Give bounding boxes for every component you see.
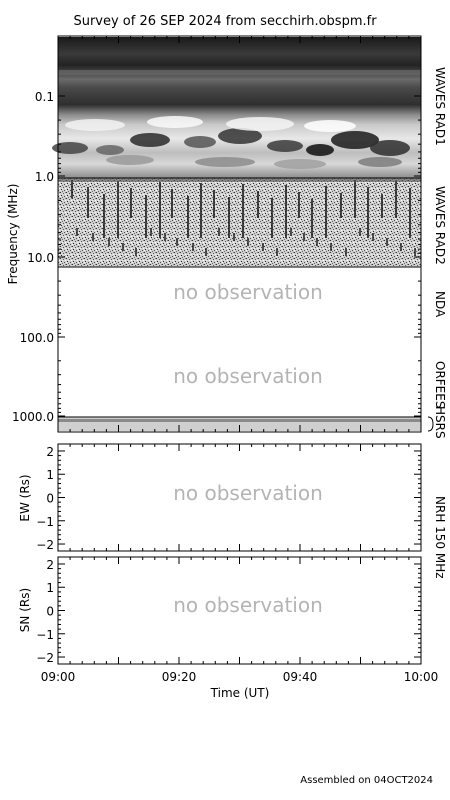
band-label-hsrs: HSRS	[433, 406, 447, 439]
nda-no-observation: no observation	[173, 280, 323, 304]
y-tick-label: 2	[46, 445, 54, 459]
spectrum-y-ticks: 0.1 1.0 10.0 100.0 1000.0	[12, 90, 421, 424]
x-axis-label: Time (UT)	[210, 686, 270, 700]
y-tick-label: −2	[36, 651, 54, 665]
rad2-bursts	[58, 178, 421, 256]
sn-y-ticks: 2 1 0 −1 −2	[36, 558, 421, 665]
y-tick-label: 1	[46, 581, 54, 595]
y-tick-label: 100.0	[20, 331, 54, 345]
y-tick-label: 1	[46, 468, 54, 482]
spectrum-blob	[370, 140, 410, 156]
ew-y-ticks: 2 1 0 −1 −2	[36, 445, 421, 552]
spectrum-blob	[218, 128, 262, 144]
sn-panel: 2 1 0 −1 −2 no observation SN (Rs)	[18, 556, 422, 665]
ew-panel: 2 1 0 −1 −2 no observation EW (Rs)	[18, 443, 422, 552]
y-tick-label: 1000.0	[12, 410, 54, 424]
time-axis-labels: 09:00 09:20 09:40 10:00	[41, 670, 439, 684]
y-tick-label: 2	[46, 558, 54, 572]
sn-y-axis-label: SN (Rs)	[18, 588, 32, 632]
spectrum-blob	[306, 144, 334, 156]
band-label-rad1: WAVES RAD1	[433, 67, 447, 146]
time-axis-ticks	[57, 36, 422, 664]
rad1-blobs	[52, 70, 421, 169]
band-label-orfees: ORFEES	[433, 361, 447, 408]
spectrum-blob	[106, 155, 154, 165]
rad2-spectrum-image	[58, 178, 421, 267]
band-label-rad2: WAVES RAD2	[433, 186, 447, 265]
spectrum-blob	[195, 157, 255, 167]
x-tick-label: 10:00	[404, 670, 439, 684]
spectrum-blob	[130, 133, 170, 147]
hsrs-band-line	[58, 419, 421, 422]
orfees-no-observation: no observation	[173, 364, 323, 388]
y-tick-label: −2	[36, 538, 54, 552]
x-tick-label: 09:20	[162, 670, 197, 684]
y-tick-label: 0.1	[35, 90, 54, 104]
assembled-footer: Assembled on 04OCT2024	[300, 775, 433, 786]
spectrum-blob	[226, 117, 294, 131]
hsrs-bracket	[427, 416, 434, 432]
spectrum-blob	[65, 119, 125, 131]
y-tick-label: −1	[36, 515, 54, 529]
band-label-nda: NDA	[433, 291, 447, 318]
y-tick-label: 0	[46, 605, 54, 619]
x-tick-label: 09:40	[283, 670, 318, 684]
spectrum-blob	[267, 140, 303, 152]
spectrum-y-axis-label: Frequency (MHz)	[6, 184, 20, 285]
ew-y-axis-label: EW (Rs)	[18, 474, 32, 521]
y-tick-label: 1.0	[35, 170, 54, 184]
nrh-label: NRH 150 MHz	[433, 496, 447, 579]
spectrum-panel: 0.1 1.0 10.0 100.0 1000.0 no observation no …	[6, 35, 447, 439]
y-tick-label: 0	[46, 492, 54, 506]
spectrum-blob	[331, 131, 379, 149]
spectrum-blob	[274, 159, 326, 169]
spectrum-blob	[304, 120, 356, 132]
spectrum-blob	[147, 116, 203, 128]
y-tick-label: −1	[36, 628, 54, 642]
spectrum-blob	[52, 142, 88, 154]
spectrum-blob	[358, 157, 402, 167]
ew-no-observation: no observation	[173, 481, 323, 505]
chart-title: Survey of 26 SEP 2024 from secchirh.obsp…	[73, 14, 377, 29]
spectrum-blob	[184, 136, 216, 148]
sn-no-observation: no observation	[173, 593, 323, 617]
spectrum-band	[58, 70, 421, 75]
x-tick-label: 09:00	[41, 670, 76, 684]
y-tick-label: 10.0	[27, 251, 54, 265]
rad1-spectrum-image	[58, 37, 421, 178]
spectrum-blob	[96, 145, 124, 155]
ew-frame	[57, 443, 422, 552]
spectrum-band	[58, 178, 421, 182]
